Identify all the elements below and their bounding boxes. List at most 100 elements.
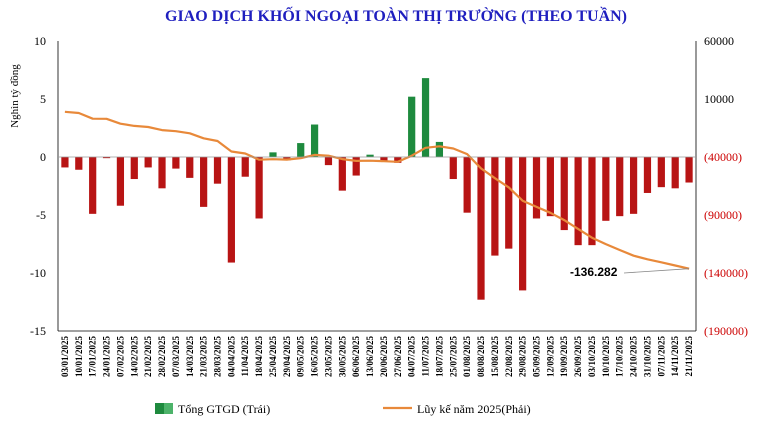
x-tick-label: 24/01/2025 — [102, 336, 112, 378]
bar-14/02/2025 — [130, 157, 138, 180]
bar-17/01/2025 — [89, 157, 97, 214]
x-tick-label: 17/01/2025 — [88, 336, 98, 378]
x-tick-label: 07/03/2025 — [171, 336, 181, 378]
bar-10/01/2025 — [75, 157, 83, 170]
bar-08/08/2025 — [477, 157, 485, 300]
right-tick-label: (90000) — [704, 208, 742, 222]
x-tick-label: 09/05/2025 — [296, 336, 306, 378]
bar-24/01/2025 — [102, 157, 111, 159]
x-tick-label: 14/03/2025 — [185, 336, 195, 378]
bar-05/09/2025 — [532, 157, 541, 219]
x-tick-label: 26/09/2025 — [573, 336, 583, 378]
x-tick-label: 25/04/2025 — [268, 336, 278, 378]
bar-series — [61, 78, 693, 300]
bar-09/05/2025 — [297, 143, 305, 157]
bar-17/10/2025 — [616, 157, 624, 217]
x-tick-label: 22/08/2025 — [504, 336, 514, 378]
bar-11/07/2025 — [421, 78, 430, 157]
chart-title: GIAO DỊCH KHỐI NGOẠI TOÀN THỊ TRƯỜNG (TH… — [165, 5, 627, 25]
right-tick-label: (190000) — [704, 324, 748, 338]
y-axis-label: Nghìn tỷ đồng — [9, 64, 21, 128]
x-tick-label: 19/09/2025 — [559, 336, 569, 378]
x-tick-label: 11/04/2025 — [240, 336, 250, 377]
bar-10/10/2025 — [602, 157, 610, 221]
x-tick-label: 10/10/2025 — [601, 336, 611, 378]
x-tick-label: 11/07/2025 — [421, 336, 431, 377]
x-tick-label: 14/02/2025 — [129, 336, 139, 378]
x-tick-label: 15/08/2025 — [490, 336, 500, 378]
bar-20/06/2025 — [380, 157, 388, 162]
bar-26/09/2025 — [574, 157, 582, 246]
x-tick-label: 27/06/2025 — [393, 336, 403, 378]
line-series — [64, 110, 690, 270]
annotations: -136.282 — [570, 265, 690, 279]
bar-06/06/2025 — [352, 157, 360, 176]
bar-14/03/2025 — [186, 157, 194, 178]
x-tick-label: 03/01/2025 — [60, 336, 70, 378]
x-tick-label: 29/04/2025 — [282, 336, 292, 378]
bar-29/08/2025 — [519, 157, 527, 291]
bar-01/08/2025 — [463, 157, 471, 213]
bar-28/02/2025 — [158, 157, 166, 189]
x-tick-label: 29/08/2025 — [518, 336, 528, 378]
x-tick-label: 24/10/2025 — [629, 336, 639, 378]
annotation-leader — [623, 268, 690, 274]
bar-14/11/2025 — [671, 157, 679, 189]
x-tick-label: 13/06/2025 — [365, 336, 375, 378]
right-y-axis: 60000 10000 (40000) (90000) (140000) (190000) — [695, 34, 748, 338]
bar-12/09/2025 — [546, 157, 554, 217]
x-axis: 03/01/2025 10/01/2025 17/01/2025 24/01/2025… — [58, 156, 696, 378]
x-tick-label: 30/05/2025 — [337, 336, 347, 378]
bar-27/06/2025 — [394, 157, 402, 163]
x-tick-label: 03/10/2025 — [587, 336, 597, 378]
x-tick-label: 21/11/2025 — [684, 336, 694, 377]
left-tick-label: -15 — [30, 324, 46, 338]
bar-07/02/2025 — [116, 157, 125, 206]
bar-19/09/2025 — [560, 157, 568, 231]
bar-22/08/2025 — [505, 157, 513, 249]
bar-31/10/2025 — [643, 157, 652, 193]
left-tick-label: 10 — [34, 34, 46, 48]
x-tick-label: 28/02/2025 — [157, 336, 167, 378]
x-tick-label: 20/06/2025 — [379, 336, 389, 378]
bar-28/03/2025 — [213, 157, 222, 184]
left-tick-label: -10 — [30, 266, 46, 280]
x-tick-label: 04/07/2025 — [407, 336, 417, 378]
x-tick-label: 06/06/2025 — [351, 336, 361, 378]
bar-25/04/2025 — [269, 152, 277, 157]
legend-swatch-bars — [155, 403, 164, 414]
x-tick-label: 05/09/2025 — [532, 336, 542, 378]
bar-21/02/2025 — [144, 157, 152, 168]
bar-04/04/2025 — [227, 157, 235, 263]
legend: Tổng GTGD (Trái) Lũy kế năm 2025(Phải) — [155, 402, 531, 416]
x-tick-label: 08/08/2025 — [476, 336, 486, 378]
bar-07/03/2025 — [172, 157, 180, 169]
x-tick-label: 14/11/2025 — [670, 336, 680, 377]
bar-07/11/2025 — [657, 157, 665, 188]
x-tick-label: 07/11/2025 — [656, 336, 666, 377]
right-tick-label: (40000) — [704, 150, 742, 164]
left-tick-label: 0 — [40, 150, 46, 164]
left-tick-label: -5 — [36, 208, 46, 222]
x-tick-label: 31/10/2025 — [642, 336, 652, 378]
x-tick-label: 01/08/2025 — [462, 336, 472, 378]
x-tick-label: 25/07/2025 — [448, 336, 458, 378]
right-tick-label: 10000 — [704, 92, 734, 106]
bar-04/07/2025 — [408, 96, 416, 157]
x-tick-label: 10/01/2025 — [74, 336, 84, 378]
bar-21/03/2025 — [200, 157, 208, 207]
x-tick-label: 17/10/2025 — [615, 336, 625, 378]
x-tick-label: 28/03/2025 — [213, 336, 223, 378]
bar-18/07/2025 — [435, 141, 444, 157]
bar-13/06/2025 — [366, 154, 374, 157]
bar-03/10/2025 — [588, 157, 596, 246]
cumulative-line — [64, 110, 690, 270]
x-tick-label: 21/02/2025 — [143, 336, 153, 378]
bar-25/07/2025 — [449, 157, 457, 180]
bar-11/04/2025 — [241, 157, 249, 177]
bar-21/11/2025 — [685, 157, 693, 183]
right-tick-label: (140000) — [704, 266, 748, 280]
left-y-axis: 10 5 0 -5 -10 -15 — [30, 34, 59, 338]
annotation-last-value: -136.282 — [570, 265, 618, 279]
